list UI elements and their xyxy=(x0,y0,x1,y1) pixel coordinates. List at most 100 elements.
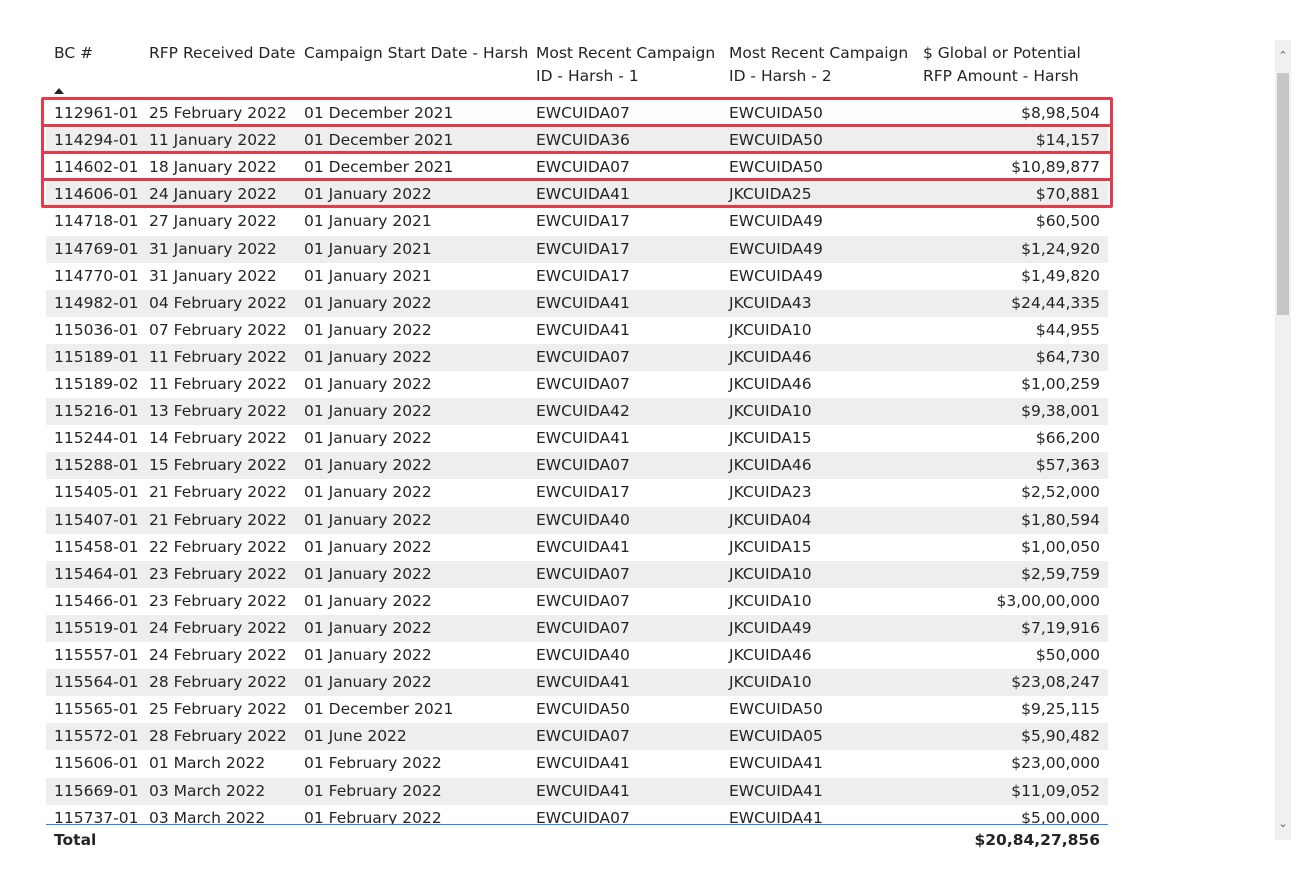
cell-campaign-id-1: EWCUIDA17 xyxy=(536,212,630,231)
column-header-campaign-id-2[interactable]: Most Recent Campaign ID - Harsh - 2 xyxy=(729,44,909,85)
cell-campaign-start-date: 01 December 2021 xyxy=(304,104,454,122)
cell-campaign-id-1: EWCUIDA41 xyxy=(536,293,630,312)
table-row[interactable]: 112961-01 25 February 2022 01 December 202… xyxy=(46,100,1108,127)
table-row[interactable]: 115288-01 15 February 2022 01 January 2022… xyxy=(46,452,1108,480)
cell-campaign-id-1: EWCUIDA07 xyxy=(536,591,630,610)
cell-rfp-received-date: 28 February 2022 xyxy=(149,673,287,692)
cell-campaign-id-1: EWCUIDA41 xyxy=(536,185,630,204)
table-row[interactable]: 115606-01 01 March 2022 01 February 2022 EW… xyxy=(46,750,1108,777)
column-header-rfp-amount[interactable]: $ Global or Potential RFP Amount - Harsh xyxy=(923,44,1081,85)
column-header-rfp-received-date[interactable]: RFP Received Date xyxy=(149,44,296,62)
cell-campaign-id-2: EWCUIDA49 xyxy=(729,266,823,285)
cell-rfp-amount: $3,00,00,000 xyxy=(996,591,1100,610)
table-row[interactable]: 115466-01 23 February 2022 01 January 2022… xyxy=(46,588,1108,615)
scrollbar-thumb[interactable] xyxy=(1277,73,1289,315)
cell-campaign-start-date: 01 January 2021 xyxy=(304,266,432,285)
cell-campaign-id-1: EWCUIDA41 xyxy=(536,537,630,556)
table-row[interactable]: 115036-01 07 February 2022 01 January 2022… xyxy=(46,317,1108,344)
cell-bc-number: 115189-02 xyxy=(54,375,139,393)
table-row[interactable]: 114602-01 18 January 2022 01 December 2021… xyxy=(46,154,1108,181)
table-row[interactable]: 114982-01 04 February 2022 01 January 2022… xyxy=(46,289,1108,317)
table-row[interactable]: 115564-01 28 February 2022 01 January 2022… xyxy=(46,669,1108,697)
cell-campaign-id-2: EWCUIDA49 xyxy=(729,212,823,231)
table-row[interactable]: 114294-01 11 January 2022 01 December 2021… xyxy=(46,127,1108,155)
table-row[interactable]: 115464-01 23 February 2022 01 January 2022… xyxy=(46,560,1108,588)
row-highlight-box xyxy=(41,178,1113,209)
scroll-down-arrow-icon[interactable]: ⌄ xyxy=(1278,817,1288,830)
column-header-bc-number[interactable]: BC # xyxy=(54,44,94,62)
table-row[interactable]: 115458-01 22 February 2022 01 January 2022… xyxy=(46,534,1108,561)
cell-bc-number: 115564-01 xyxy=(54,673,139,692)
cell-bc-number: 114606-01 xyxy=(54,185,139,204)
cell-campaign-start-date: 01 January 2022 xyxy=(304,347,432,366)
cell-bc-number: 114718-01 xyxy=(54,212,139,231)
sort-ascending-icon[interactable] xyxy=(54,88,64,94)
cell-campaign-id-2: JKCUIDA10 xyxy=(729,564,812,583)
column-header-campaign-start-date[interactable]: Campaign Start Date - Harsh xyxy=(304,44,529,62)
cell-campaign-id-1: EWCUIDA40 xyxy=(536,646,630,664)
cell-campaign-id-2: EWCUIDA05 xyxy=(729,727,823,746)
cell-campaign-id-2: JKCUIDA10 xyxy=(729,673,812,692)
table-row[interactable]: 115737-01 03 March 2022 01 February 2022 EW… xyxy=(46,805,1108,825)
cell-campaign-start-date: 01 January 2022 xyxy=(304,510,432,529)
cell-campaign-id-2: JKCUIDA10 xyxy=(729,591,812,610)
table-row[interactable]: 115565-01 25 February 2022 01 December 202… xyxy=(46,696,1108,723)
cell-rfp-amount: $14,157 xyxy=(1035,131,1100,150)
cell-campaign-start-date: 01 January 2022 xyxy=(304,185,432,204)
cell-rfp-received-date: 07 February 2022 xyxy=(149,320,287,339)
scroll-up-arrow-icon[interactable]: ⌃ xyxy=(1278,49,1288,62)
column-header-campaign-id-1[interactable]: Most Recent Campaign ID - Harsh - 1 xyxy=(536,44,716,85)
cell-rfp-amount: $1,49,820 xyxy=(1021,266,1100,285)
cell-rfp-amount: $23,08,247 xyxy=(1011,673,1100,692)
cell-rfp-amount: $60,500 xyxy=(1035,212,1100,231)
table-row[interactable]: 114718-01 27 January 2022 01 January 2021 E… xyxy=(46,208,1108,235)
table-row[interactable]: 115572-01 28 February 2022 01 June 2022 EWC… xyxy=(46,723,1108,751)
cell-campaign-start-date: 01 February 2022 xyxy=(304,781,442,800)
cell-campaign-id-1: EWCUIDA07 xyxy=(536,347,630,366)
table-body[interactable]: 112961-01 25 February 2022 01 December 202… xyxy=(46,100,1108,825)
table-row[interactable]: 115216-01 13 February 2022 01 January 2022… xyxy=(46,398,1108,426)
cell-bc-number: 115466-01 xyxy=(54,591,139,610)
table-row[interactable]: 115407-01 21 February 2022 01 January 2022… xyxy=(46,506,1108,534)
cell-bc-number: 115519-01 xyxy=(54,618,139,637)
cell-campaign-start-date: 01 January 2022 xyxy=(304,564,432,583)
cell-bc-number: 115458-01 xyxy=(54,537,139,556)
cell-campaign-id-2: JKCUIDA10 xyxy=(729,320,812,339)
cell-campaign-id-1: EWCUIDA07 xyxy=(536,104,630,122)
cell-rfp-received-date: 11 January 2022 xyxy=(149,131,277,150)
cell-rfp-amount: $2,52,000 xyxy=(1021,483,1100,502)
cell-bc-number: 115216-01 xyxy=(54,402,139,421)
table-row[interactable]: 115405-01 21 February 2022 01 January 2022… xyxy=(46,479,1108,506)
cell-campaign-start-date: 01 January 2022 xyxy=(304,293,432,312)
cell-campaign-id-2: EWCUIDA41 xyxy=(729,781,823,800)
cell-campaign-id-1: EWCUIDA41 xyxy=(536,754,630,773)
table-row[interactable]: 115244-01 14 February 2022 01 January 2022… xyxy=(46,425,1108,452)
cell-bc-number: 114602-01 xyxy=(54,158,139,177)
table-row[interactable]: 115189-02 11 February 2022 01 January 2022… xyxy=(46,371,1108,398)
vertical-scrollbar[interactable]: ⌃ ⌄ xyxy=(1275,40,1291,840)
cell-rfp-amount: $2,59,759 xyxy=(1021,564,1100,583)
row-highlight-box xyxy=(41,151,1113,182)
cell-rfp-received-date: 25 February 2022 xyxy=(149,700,287,719)
table-row[interactable]: 115189-01 11 February 2022 01 January 2022… xyxy=(46,343,1108,371)
table-header: BC # RFP Received Date Campaign Start Da… xyxy=(46,40,1108,98)
table-row[interactable]: 115519-01 24 February 2022 01 January 2022… xyxy=(46,614,1108,642)
cell-campaign-id-2: JKCUIDA46 xyxy=(729,375,812,393)
cell-campaign-id-2: JKCUIDA10 xyxy=(729,402,812,421)
table-row[interactable]: 114770-01 31 January 2022 01 January 2021 E… xyxy=(46,263,1108,290)
cell-rfp-amount: $50,000 xyxy=(1035,646,1100,664)
total-amount: $20,84,27,856 xyxy=(974,831,1100,849)
table-row[interactable]: 114769-01 31 January 2022 01 January 2021 E… xyxy=(46,235,1108,263)
table-row[interactable]: 115557-01 24 February 2022 01 January 2022… xyxy=(46,642,1108,669)
cell-campaign-id-2: EWCUIDA41 xyxy=(729,808,823,825)
cell-campaign-id-2: EWCUIDA50 xyxy=(729,700,823,719)
cell-bc-number: 115244-01 xyxy=(54,429,139,448)
cell-campaign-start-date: 01 December 2021 xyxy=(304,158,454,177)
cell-rfp-received-date: 22 February 2022 xyxy=(149,537,287,556)
cell-campaign-id-2: EWCUIDA50 xyxy=(729,131,823,150)
cell-rfp-amount: $9,25,115 xyxy=(1021,700,1100,719)
table-row[interactable]: 115669-01 03 March 2022 01 February 2022 EW… xyxy=(46,777,1108,805)
table-row[interactable]: 114606-01 24 January 2022 01 January 2022 E… xyxy=(46,181,1108,209)
cell-rfp-received-date: 23 February 2022 xyxy=(149,591,287,610)
cell-bc-number: 115405-01 xyxy=(54,483,139,502)
